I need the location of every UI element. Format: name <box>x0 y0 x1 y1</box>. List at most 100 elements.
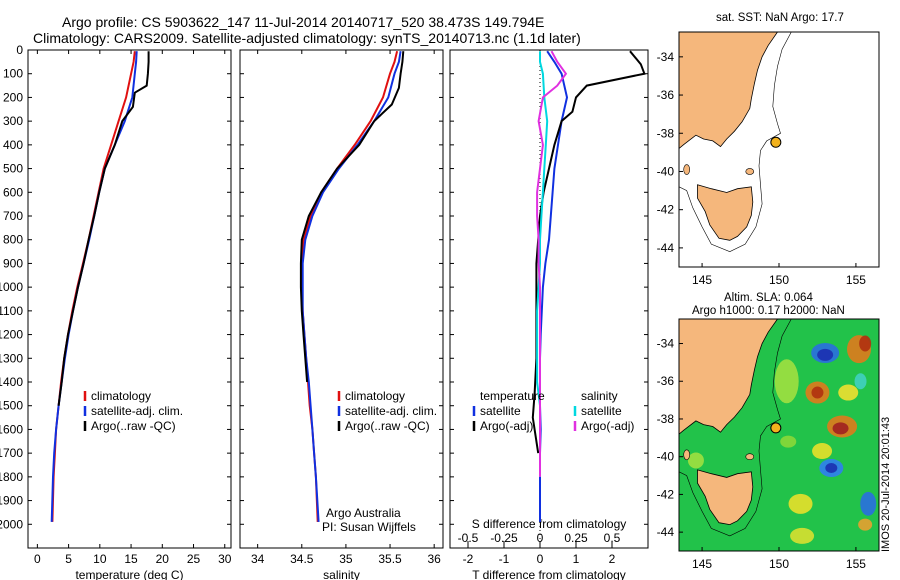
flinders-island <box>745 168 755 175</box>
legend-label: Argo(-adj) <box>581 419 634 433</box>
y-tick-label: -36 <box>657 374 675 388</box>
x-tick-label: 155 <box>846 557 866 571</box>
y-tick-label: 1000 <box>0 280 23 294</box>
x-tick-label: 0 <box>34 552 41 566</box>
argo-float-marker <box>770 136 782 148</box>
mainland <box>679 319 778 435</box>
temperature-panel: 0100200300400500600700800900100011001200… <box>0 43 232 580</box>
x2-tick-label: 0.5 <box>604 531 621 545</box>
y-tick-label: 200 <box>3 90 23 104</box>
shelf-contour <box>679 32 792 253</box>
x-tick-label: 25 <box>187 552 201 566</box>
annotation-text: PI: Susan Wijffels <box>322 520 416 534</box>
x-tick-label: 35 <box>339 552 353 566</box>
x-tick-label: 34.5 <box>290 552 314 566</box>
tasmania <box>697 469 754 526</box>
y-tick-label: 1200 <box>0 328 23 342</box>
x-tick-label: 35.5 <box>378 552 402 566</box>
climatology-title: Climatology: CARS2009. Satellite-adjuste… <box>33 30 581 46</box>
y-tick-label: -38 <box>657 126 675 140</box>
y-tick-label: 800 <box>3 233 23 247</box>
y-tick-label: -36 <box>657 88 675 102</box>
x-tick-label: 150 <box>769 273 789 287</box>
sla-anomaly <box>687 452 704 469</box>
sla-anomaly <box>788 493 813 514</box>
legend-label: temperature <box>480 389 545 403</box>
sla-anomaly <box>774 359 799 404</box>
legend-label: satellite <box>480 404 521 418</box>
sla-map-panel: 145 150 155 -34 -36 -38 -40 -42 -44 <box>657 318 880 571</box>
legend-label: climatology <box>91 389 151 403</box>
y-tick-label: -38 <box>657 412 675 426</box>
series-line <box>301 51 402 522</box>
y-tick-label: -34 <box>657 50 675 64</box>
x-tick-label: 0 <box>537 552 544 566</box>
sla-anomaly <box>811 386 824 399</box>
x-tick-label: 150 <box>769 557 789 571</box>
x-tick-label: 155 <box>846 273 866 287</box>
y-tick-label: -34 <box>657 337 675 351</box>
shelf-contour <box>679 319 792 537</box>
y-tick-label: 1300 <box>0 351 23 365</box>
legend-label: Argo(-adj) <box>480 419 533 433</box>
plot-frame <box>449 49 649 549</box>
sla-anomaly <box>858 518 873 531</box>
x-axis-label: temperature (deg C) <box>75 568 183 580</box>
x-axis-label: T difference from climatology <box>472 568 626 580</box>
sla-anomaly <box>854 373 867 390</box>
y-tick-label: 1600 <box>0 422 23 436</box>
sst-map-title: sat. SST: NaN Argo: 17.7 <box>716 12 844 24</box>
y-tick-label: 700 <box>3 209 23 223</box>
y-tick-label: 300 <box>3 114 23 128</box>
x2-tick-label: -0.25 <box>490 531 518 545</box>
salinity-panel: 34 34.5 35 35.5 36 salinity climatologysatelli… <box>239 49 444 580</box>
y-tick-label: 1800 <box>0 470 23 484</box>
x-tick-label: 145 <box>692 557 712 571</box>
sla-anomaly <box>790 527 815 544</box>
sla-anomaly <box>860 491 877 516</box>
y-tick-label: 1700 <box>0 446 23 460</box>
king-island <box>683 164 690 175</box>
sla-anomaly <box>832 422 849 435</box>
legend-label: Argo(..raw -QC) <box>345 419 430 433</box>
x2-tick-label: 0.25 <box>564 531 588 545</box>
map-body <box>679 32 879 267</box>
sla-anomaly <box>812 443 833 460</box>
x-tick-label: 5 <box>65 552 72 566</box>
x-tick-label: 36 <box>427 552 441 566</box>
y-tick-label: 0 <box>16 43 23 57</box>
x-tick-label: 10 <box>93 552 107 566</box>
x-tick-label: 145 <box>692 273 712 287</box>
plot-frame <box>27 49 232 549</box>
sla-map-title: Altim. SLA: 0.064 <box>724 292 813 304</box>
king-island <box>683 449 690 461</box>
y-tick-label: 1500 <box>0 399 23 413</box>
x-tick-label: -1 <box>499 552 510 566</box>
imos-timestamp: IMOS 20-Jul-2014 20:01:43 <box>880 416 892 552</box>
y-tick-label: -40 <box>657 164 675 178</box>
x-tick-label: 15 <box>124 552 138 566</box>
sla-anomaly <box>817 348 834 361</box>
y-tick-label: 100 <box>3 67 23 81</box>
y-tick-label: 500 <box>3 162 23 176</box>
series-line <box>57 51 150 406</box>
y-tick-label: 1400 <box>0 375 23 389</box>
plot-frame <box>239 49 444 549</box>
legend-label: satellite-adj. clim. <box>91 404 183 418</box>
sst-map-panel: 145 150 155 -34 -36 -38 -40 -42 -44 <box>657 31 880 287</box>
x-tick-label: 30 <box>218 552 232 566</box>
series-line <box>299 51 405 383</box>
legend-label: satellite <box>581 404 622 418</box>
x2-tick-label: 0 <box>537 531 544 545</box>
y-tick-label: -40 <box>657 450 675 464</box>
y-tick-label: -42 <box>657 487 675 501</box>
altimetry-map-title: Argo h1000: 0.17 h2000: NaN <box>692 305 845 317</box>
x2-axis-label: S difference from climatology <box>472 517 627 531</box>
tasmania <box>697 184 754 241</box>
sla-anomaly <box>825 463 838 474</box>
x-tick-label: 20 <box>156 552 170 566</box>
x-tick-label: -2 <box>463 552 474 566</box>
sla-anomaly <box>838 384 859 401</box>
argo-float-marker <box>770 422 782 434</box>
